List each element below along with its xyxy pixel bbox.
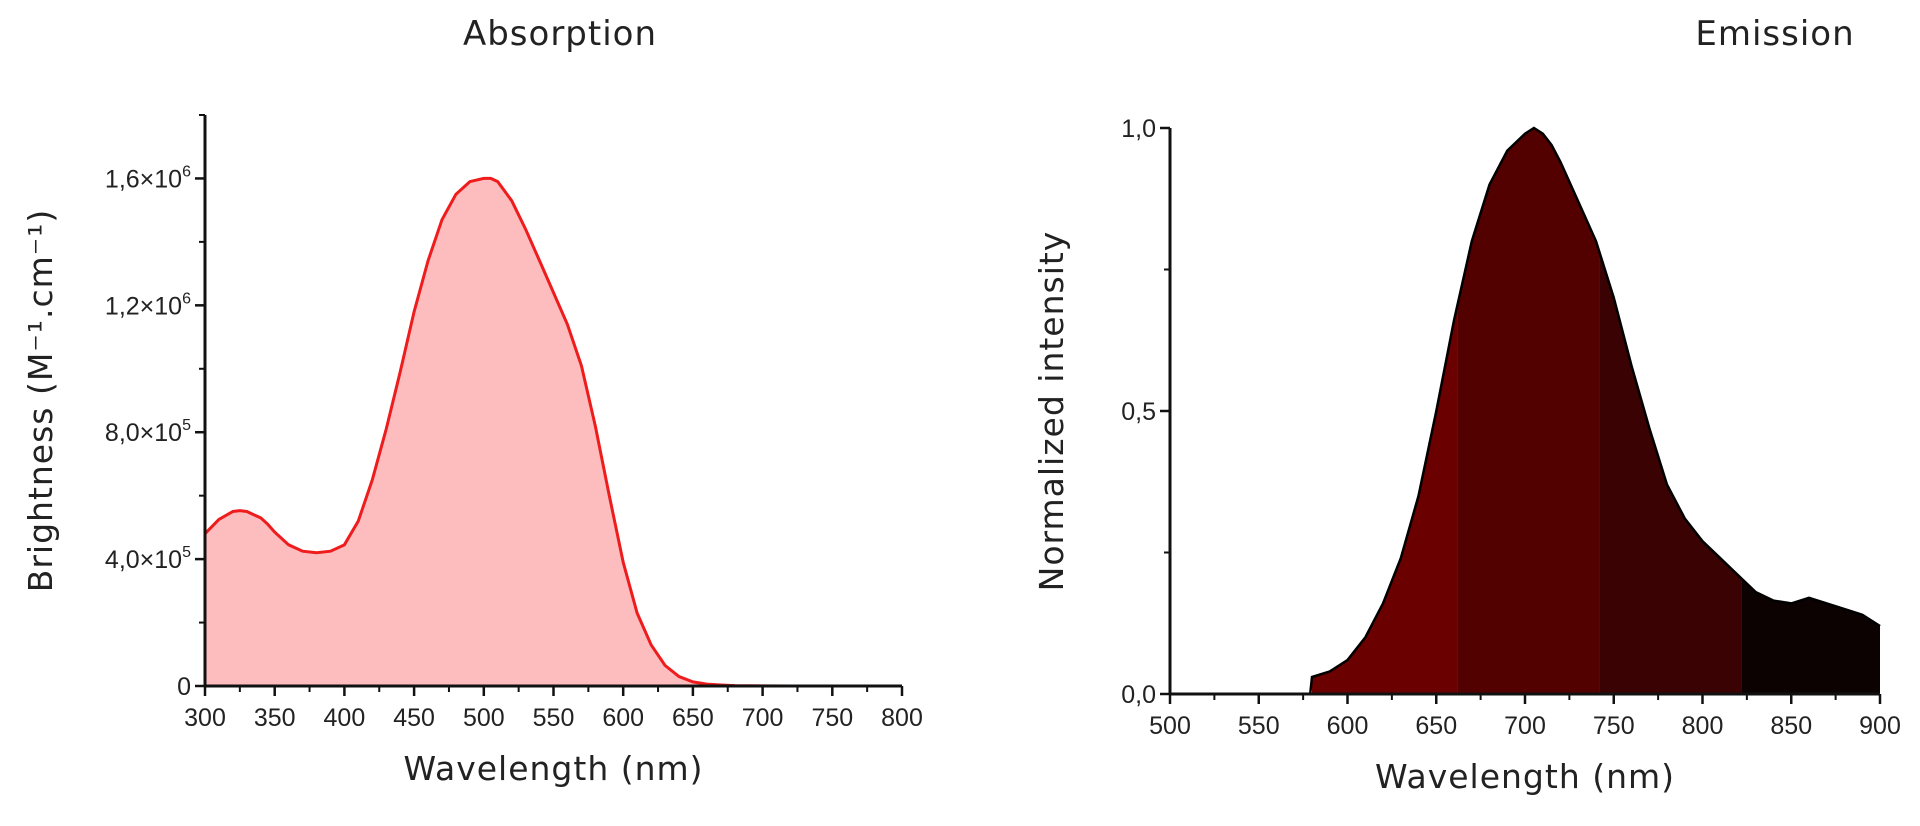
x-tick-label: 400: [324, 704, 366, 732]
y-tick-label: 4,0×105: [105, 544, 191, 574]
y-tick-label: 1,6×106: [105, 163, 191, 193]
x-tick-label: 800: [881, 704, 923, 732]
x-tick-label: 550: [533, 704, 575, 732]
x-tick-label: 600: [602, 704, 644, 732]
emission-band-1: [1457, 128, 1600, 694]
x-tick-label: 650: [1415, 712, 1457, 740]
absorption-series-line: [203, 176, 902, 688]
x-tick-label: 800: [1682, 712, 1724, 740]
x-tick-label: 550: [1238, 712, 1280, 740]
emission-chart-title: Emission: [1695, 14, 1855, 54]
absorption-chart: 300 350 400 450 500 550 600 650 700 750 800 0 4,0×10…: [21, 114, 923, 788]
y-tick-label: 1,2×106: [105, 290, 191, 320]
emission-panel: Emission: [960, 0, 1920, 826]
x-tick-label: 650: [672, 704, 714, 732]
x-axis-label: Wavelength (nm): [1375, 757, 1675, 796]
emission-band-2: [1599, 128, 1742, 694]
x-tick-label: 750: [1593, 712, 1635, 740]
y-axis-label: Brightness (M⁻¹.cm⁻¹): [21, 209, 60, 593]
y-tick-label: 8,0×105: [105, 417, 191, 447]
x-tick-label: 300: [184, 704, 226, 732]
x-axis-label: Wavelength (nm): [403, 749, 703, 788]
x-tick-label: 500: [1149, 712, 1191, 740]
y-tick-label: 1,0: [1121, 115, 1156, 143]
emission-band-3: [1741, 128, 1880, 694]
x-tick-label: 850: [1770, 712, 1812, 740]
absorption-series-fill: [205, 178, 902, 686]
y-tick-label: 0: [177, 673, 191, 701]
x-tick-label: 450: [393, 704, 435, 732]
y-axis-label: Normalized intensity: [1032, 231, 1071, 592]
x-tick-label: 900: [1859, 712, 1901, 740]
x-tick-label: 700: [1504, 712, 1546, 740]
x-tick-label: 600: [1327, 712, 1369, 740]
emission-series-line: [1170, 126, 1881, 696]
emission-chart: 500 550 600 650 700 750 800 850 900 0,0 0,5 1,0 Wave…: [1032, 115, 1901, 796]
y-tick-label: 0,5: [1121, 398, 1156, 426]
y-tick-label: 0,0: [1121, 681, 1156, 709]
x-tick-label: 750: [811, 704, 853, 732]
x-tick-label: 500: [463, 704, 505, 732]
x-tick-label: 700: [742, 704, 784, 732]
x-tick-label: 350: [254, 704, 296, 732]
absorption-panel: Absorption: [463, 14, 656, 54]
emission-band-group: [1312, 128, 1880, 694]
emission-band-0: [1312, 128, 1458, 694]
absorption-chart-title: Absorption: [462, 14, 658, 54]
